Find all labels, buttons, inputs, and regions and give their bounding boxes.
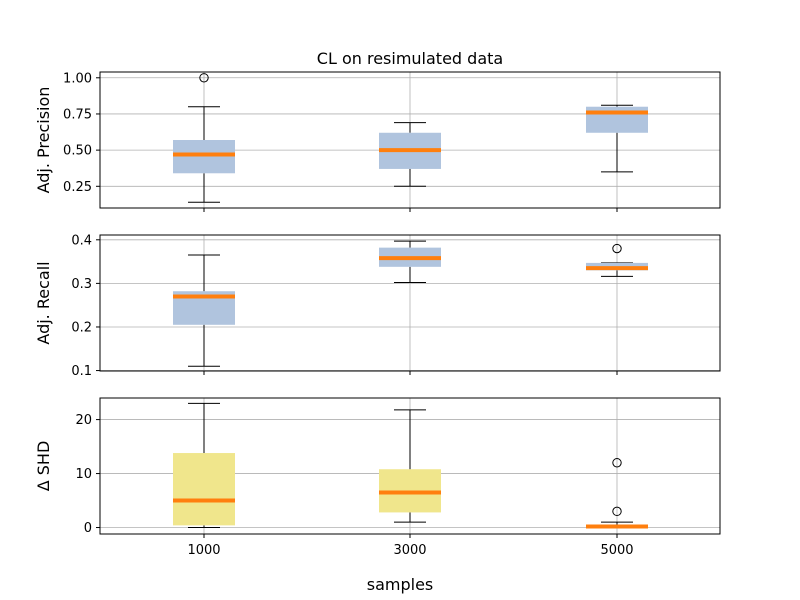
box-body (173, 453, 235, 526)
y-tick-label: 10 (75, 467, 92, 482)
y-axis-title: Δ SHD (34, 441, 53, 492)
box-1000 (173, 254, 235, 367)
x-axis-title: samples (367, 575, 434, 594)
box-1000 (173, 402, 235, 529)
box-3000 (379, 240, 441, 284)
y-tick-label: 0.4 (71, 233, 92, 248)
y-tick-label: 1.00 (63, 71, 92, 86)
box-3000 (379, 122, 441, 187)
y-tick-label: 0.3 (71, 277, 92, 292)
x-tick-label: 5000 (600, 543, 633, 558)
y-axis-title: Adj. Precision (34, 87, 53, 194)
flier-point (199, 73, 209, 83)
y-tick-label: 0.75 (63, 107, 92, 122)
panel-3: 0 10 20 1000 3000 5000 Δ SHD (34, 397, 721, 558)
chart-title: CL on resimulated data (317, 49, 503, 68)
y-tick-label: 0.50 (63, 144, 92, 159)
y-axis-title: Adj. Recall (34, 261, 53, 344)
flier-point (612, 458, 622, 468)
box-body (173, 140, 235, 174)
box-1000 (173, 73, 235, 203)
x-tick-label: 1000 (187, 543, 220, 558)
panel-2: 0.1 0.2 0.3 0.4 Adj. Recall (34, 233, 721, 379)
y-tick-label: 0.25 (63, 180, 92, 195)
flier-point (612, 506, 622, 517)
box-5000 (586, 243, 648, 277)
box-5000 (586, 458, 648, 529)
box-3000 (379, 409, 441, 523)
y-tick-label: 0 (84, 521, 92, 536)
y-tick-label: 0.1 (71, 364, 92, 379)
box-5000 (586, 104, 648, 173)
x-tick-label: 3000 (393, 543, 426, 558)
panel-1: 0.25 0.50 0.75 1.00 Adj. Precision (34, 71, 721, 212)
y-tick-label: 20 (75, 413, 92, 428)
y-tick-label: 0.2 (71, 320, 92, 335)
flier-point (612, 243, 622, 254)
